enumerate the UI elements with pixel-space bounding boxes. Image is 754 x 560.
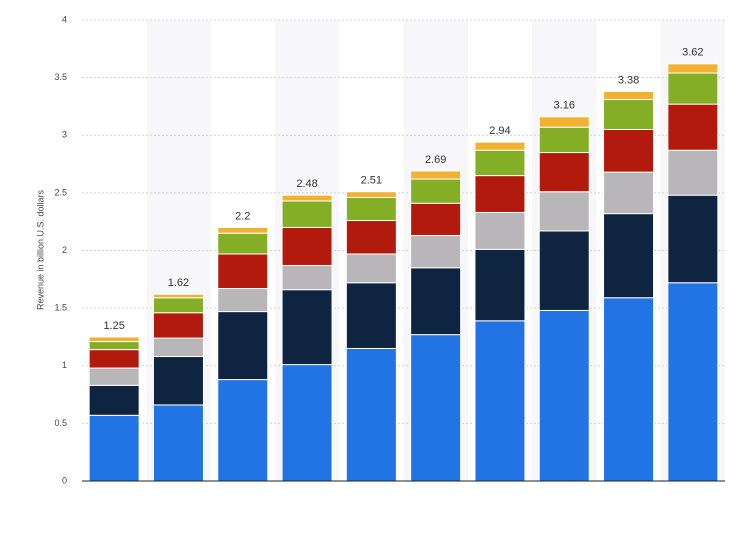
- bar-segment: [667, 282, 719, 482]
- y-tick-label: 0.5: [54, 418, 67, 428]
- total-label: 2.69: [425, 154, 446, 166]
- bar-segment: [474, 141, 526, 151]
- bar-segment: [603, 90, 655, 101]
- bar-segment: [281, 200, 333, 228]
- y-axis-label: Revenue in billion U.S. dollars: [35, 189, 45, 310]
- bar-segment: [281, 264, 333, 291]
- bar-segment: [88, 414, 140, 482]
- bar-segment: [474, 248, 526, 322]
- bar-segment: [88, 367, 140, 386]
- bar-segment: [410, 267, 462, 336]
- bar-segment: [88, 349, 140, 369]
- bar-segment: [538, 126, 590, 154]
- total-label: 1.62: [168, 277, 189, 289]
- bar-segment: [152, 293, 204, 299]
- total-label: 3.62: [682, 47, 703, 59]
- bar-segment: [152, 356, 204, 406]
- bar-segment: [281, 364, 333, 482]
- bar-segment: [410, 178, 462, 204]
- bar-segment: [667, 63, 719, 74]
- bar-segment: [474, 175, 526, 213]
- bar-segment: [152, 312, 204, 339]
- bar-segment: [345, 282, 397, 349]
- total-label: 3.16: [554, 100, 575, 112]
- bar-segment: [345, 220, 397, 255]
- bar-segment: [152, 297, 204, 314]
- bar-segment: [538, 230, 590, 311]
- total-label: 2.51: [361, 175, 382, 187]
- bar-segment: [667, 72, 719, 105]
- y-tick-label: 3.5: [54, 72, 67, 82]
- y-tick-label: 2.5: [54, 187, 67, 197]
- bar-segment: [217, 232, 269, 255]
- bar-segment: [603, 171, 655, 215]
- bar-segment: [410, 334, 462, 482]
- y-tick-label: 1.5: [54, 303, 67, 313]
- bar-segment: [603, 99, 655, 130]
- bar-segment: [88, 336, 140, 343]
- bar-segment: [667, 103, 719, 151]
- bar-segment: [152, 404, 204, 482]
- bar-segment: [345, 253, 397, 284]
- bar-segment: [538, 191, 590, 232]
- bar-segment: [667, 149, 719, 196]
- bar-segment: [217, 253, 269, 290]
- bar-segment: [345, 196, 397, 222]
- bar-segment: [217, 288, 269, 313]
- total-label: 1.25: [103, 320, 124, 332]
- bar-segment: [538, 152, 590, 193]
- bar-segment: [538, 116, 590, 128]
- bar-segment: [217, 311, 269, 381]
- bar-segment: [217, 226, 269, 234]
- bar-segment: [281, 226, 333, 266]
- total-label: 2.94: [489, 125, 510, 137]
- y-tick-label: 3: [62, 130, 67, 140]
- total-label: 2.48: [296, 178, 317, 190]
- bar-segment: [152, 337, 204, 358]
- y-tick-label: 2: [62, 245, 67, 255]
- bar-segment: [474, 320, 526, 482]
- bar-segment: [410, 235, 462, 269]
- bar-segment: [88, 384, 140, 416]
- bar-segment: [345, 347, 397, 482]
- bar-segment: [538, 309, 590, 482]
- bar-segment: [281, 289, 333, 366]
- total-label: 3.38: [618, 74, 639, 86]
- bar-segment: [281, 194, 333, 202]
- bar-segment: [667, 194, 719, 284]
- y-tick-label: 0: [62, 475, 67, 485]
- y-tick-label: 4: [62, 14, 67, 24]
- total-label: 2.2: [235, 210, 250, 222]
- bar-segment: [474, 149, 526, 177]
- bar-segment: [603, 128, 655, 173]
- bar-segment: [603, 297, 655, 482]
- bar-segment: [474, 211, 526, 250]
- bar-segment: [345, 191, 397, 198]
- y-tick-label: 1: [62, 360, 67, 370]
- bar-segment: [410, 170, 462, 180]
- bar-segment: [410, 202, 462, 237]
- bar-segment: [88, 341, 140, 351]
- bar-segment: [603, 213, 655, 299]
- bar-segment: [217, 379, 269, 482]
